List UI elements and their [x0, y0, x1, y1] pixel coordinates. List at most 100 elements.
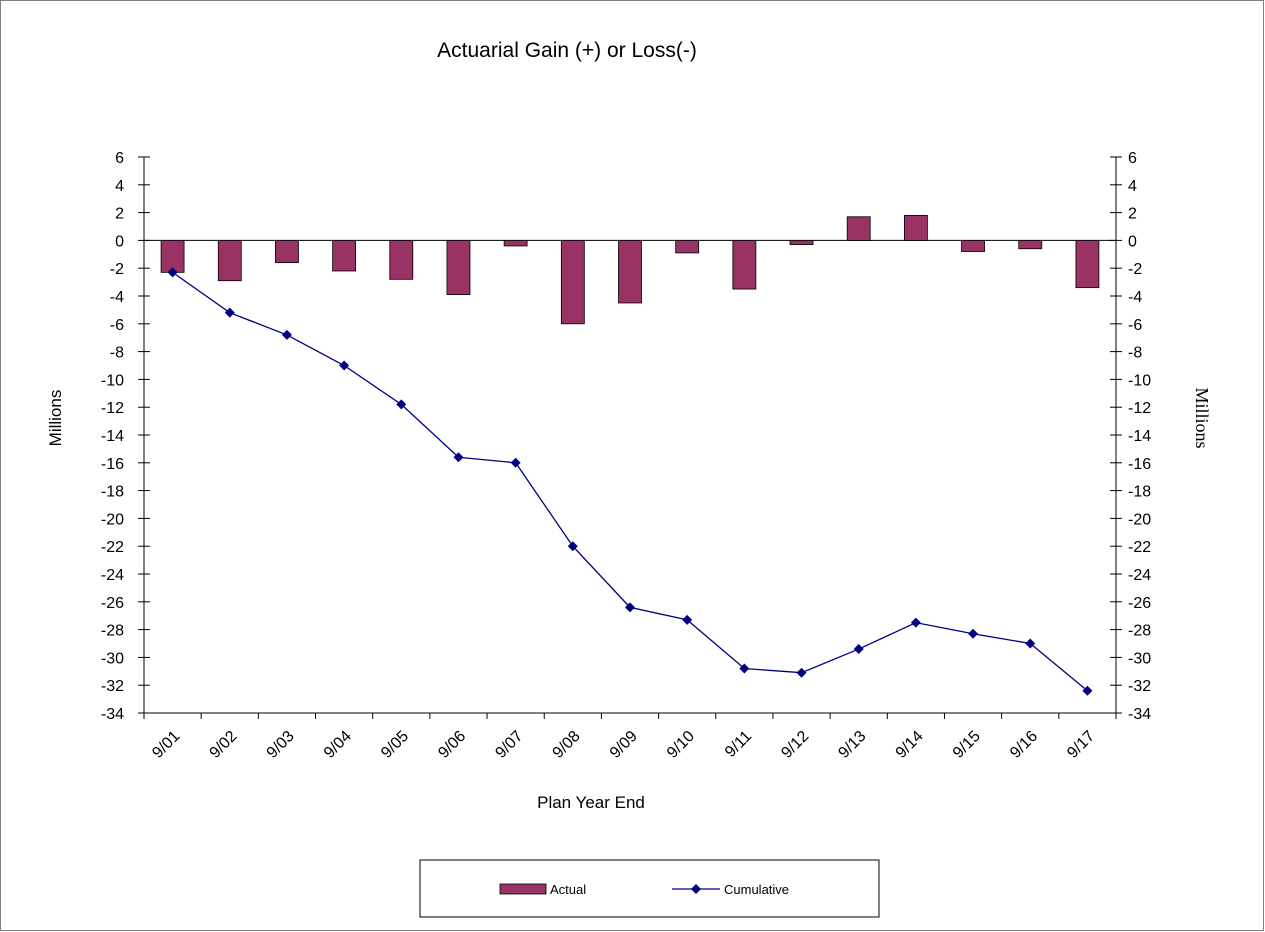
y2-axis-label: Millions: [1192, 387, 1212, 448]
x-tick-label: 9/09: [607, 728, 641, 762]
point-cumulative: [453, 452, 464, 463]
y2-tick-label: -34: [1128, 706, 1151, 723]
bar-actual: [903, 214, 928, 241]
y2-tick-label: -14: [1128, 428, 1151, 445]
y-axis-label: Millions: [46, 390, 65, 447]
y2-tick-label: -8: [1128, 345, 1142, 362]
y-tick-label: 0: [115, 233, 124, 250]
x-tick-label: 9/17: [1064, 728, 1098, 762]
y2-tick-label: -2: [1128, 261, 1142, 278]
bar-actual: [446, 239, 471, 296]
point-cumulative: [396, 399, 407, 410]
x-tick-label: 9/12: [778, 728, 812, 762]
bar-actual: [389, 239, 414, 280]
y2-tick-label: -10: [1128, 372, 1151, 389]
y2-tick-label: -28: [1128, 623, 1151, 640]
y-tick-label: -34: [101, 706, 124, 723]
x-tick-label: 9/02: [207, 728, 241, 762]
legend-box: [419, 859, 880, 918]
y2-tick-label: -26: [1128, 595, 1151, 612]
legend-label-cumulative: Cumulative: [724, 882, 789, 897]
bar-actual: [618, 239, 642, 304]
point-cumulative: [167, 267, 178, 278]
chart-title: Actuarial Gain (+) or Loss(-): [437, 39, 697, 62]
y2-tick-label: -20: [1128, 511, 1151, 528]
point-cumulative: [1025, 638, 1036, 649]
point-cumulative: [910, 617, 921, 628]
y2-tick-label: 6: [1128, 150, 1137, 167]
y-tick-label: -18: [101, 484, 124, 501]
y-tick-label: -24: [101, 567, 124, 584]
y2-tick-label: -12: [1128, 400, 1151, 417]
y-tick-label: -4: [110, 289, 124, 306]
point-cumulative: [682, 614, 693, 625]
legend: Actual Cumulative: [419, 859, 880, 918]
point-cumulative: [796, 667, 807, 678]
plot-area: 6 6 4 4 2 2 0 0 -2 -2 -4 -4 -6 -6 -8 -8 -10 -10 -12 -12 -14 -…: [101, 150, 1151, 762]
x-tick-label: 9/03: [264, 728, 298, 762]
legend-label-actual: Actual: [550, 882, 586, 897]
y2-tick-label: -16: [1128, 456, 1151, 473]
point-cumulative: [224, 307, 235, 318]
x-tick-label: 9/05: [378, 728, 412, 762]
bar-actual: [332, 239, 357, 272]
legend-marker-cumulative: [691, 884, 701, 894]
point-cumulative: [739, 663, 750, 674]
y-tick-label: -32: [101, 678, 124, 695]
y2-tick-label: 4: [1128, 178, 1137, 195]
x-tick-label: 9/10: [664, 728, 698, 762]
y-tick-label: 4: [115, 178, 124, 195]
x-tick-label: 9/08: [550, 728, 584, 762]
y-tick-label: -28: [101, 623, 124, 640]
point-cumulative: [510, 457, 521, 468]
point-cumulative: [281, 329, 292, 340]
bar-actual: [675, 239, 700, 254]
series-line-cumulative: [172, 271, 1088, 692]
y-tick-label: -16: [101, 456, 124, 473]
y-tick-label: -14: [101, 428, 124, 445]
y2-tick-label: -6: [1128, 317, 1142, 334]
bar-actual: [732, 239, 757, 290]
y-tick-label: -22: [101, 539, 124, 556]
x-tick-label: 9/13: [835, 728, 869, 762]
x-tick-label: 9/11: [722, 728, 755, 761]
y2-tick-label: -18: [1128, 484, 1151, 501]
y-tick-label: -30: [101, 650, 124, 667]
point-cumulative: [625, 602, 635, 613]
bar-actual: [846, 216, 871, 241]
y2-tick-label: 2: [1128, 206, 1137, 223]
y-tick-label: -12: [101, 400, 124, 417]
x-tick-label: 9/01: [149, 728, 183, 762]
y2-tick-label: -22: [1128, 539, 1151, 556]
y-tick-label: -26: [101, 595, 124, 612]
y-tick-label: -6: [110, 317, 124, 334]
y2-tick-label: -32: [1128, 678, 1151, 695]
y-tick-label: -20: [101, 511, 124, 528]
bar-actual: [275, 239, 299, 264]
y-tick-label: 2: [115, 206, 124, 223]
y-tick-label: -10: [101, 372, 124, 389]
bar-actual: [1018, 239, 1043, 250]
y2-tick-label: -30: [1128, 650, 1151, 667]
x-axis-label: Plan Year End: [537, 793, 645, 812]
x-tick-label: 9/14: [893, 728, 927, 762]
y-tick-label: -8: [110, 345, 124, 362]
y-tick-label: -2: [110, 261, 124, 278]
point-cumulative: [339, 360, 350, 371]
point-cumulative: [968, 628, 979, 639]
legend-swatch-actual: [499, 883, 547, 895]
x-tick-label: 9/04: [321, 728, 355, 762]
x-tick-label: 9/07: [492, 728, 526, 762]
bar-actual: [789, 239, 814, 245]
x-tick-label: 9/15: [950, 728, 984, 762]
bar-actual: [961, 239, 985, 252]
x-tick-label: 9/06: [435, 728, 469, 762]
point-cumulative: [567, 541, 578, 552]
bar-actual: [1075, 239, 1100, 289]
point-cumulative: [853, 644, 864, 655]
point-cumulative: [1082, 685, 1093, 696]
bar-actual: [560, 239, 585, 325]
bar-actual: [217, 239, 242, 282]
